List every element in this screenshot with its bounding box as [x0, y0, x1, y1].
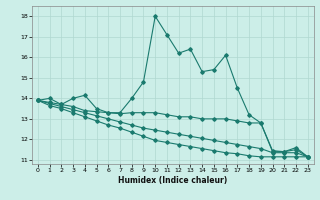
X-axis label: Humidex (Indice chaleur): Humidex (Indice chaleur) [118, 176, 228, 185]
